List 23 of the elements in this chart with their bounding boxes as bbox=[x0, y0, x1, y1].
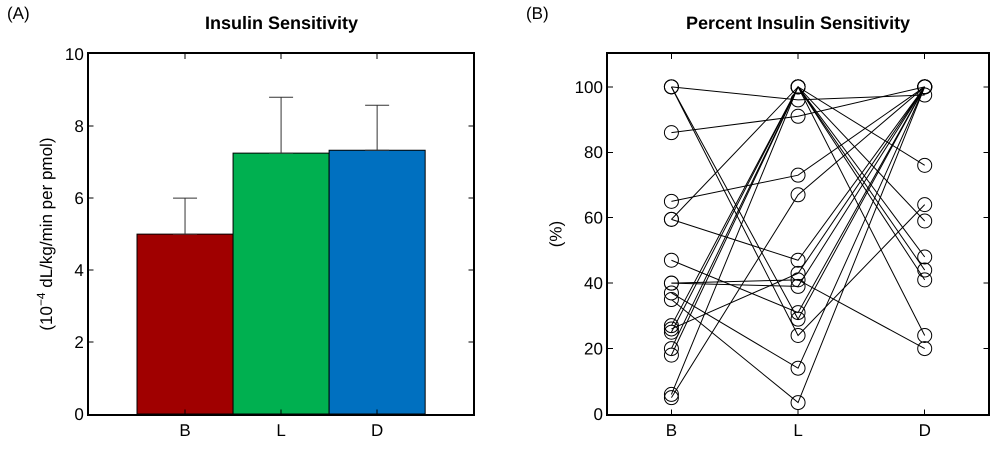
x-tick-label: D bbox=[918, 421, 931, 440]
y-tick-label: 40 bbox=[584, 274, 603, 294]
y-tick-label: 100 bbox=[574, 78, 603, 97]
chart-title: Percent Insulin Sensitivity bbox=[686, 13, 910, 33]
y-axis-title: (%) bbox=[546, 220, 566, 248]
y-tick-label: 20 bbox=[584, 340, 603, 359]
y-tick-label: 4 bbox=[74, 261, 84, 280]
x-tick-label: B bbox=[179, 421, 191, 440]
y-tick-label: 0 bbox=[593, 404, 603, 424]
y-tick-label: 8 bbox=[74, 117, 84, 136]
text: (A) bbox=[7, 4, 30, 23]
x-tick-label: L bbox=[276, 421, 286, 440]
chart-title: Insulin Sensitivity bbox=[205, 13, 358, 33]
x-tick-label: D bbox=[370, 421, 384, 440]
y-tick-label: 10 bbox=[64, 45, 84, 64]
x-tick-label: L bbox=[793, 421, 803, 440]
y-tick-label: 6 bbox=[74, 189, 84, 208]
y-tick-label: 60 bbox=[584, 208, 603, 228]
text: (B) bbox=[526, 4, 549, 23]
x-tick-label: B bbox=[666, 421, 678, 440]
y-tick-label: 80 bbox=[584, 143, 603, 162]
y-tick-label: 0 bbox=[74, 404, 84, 424]
y-tick-label: 2 bbox=[74, 332, 84, 352]
